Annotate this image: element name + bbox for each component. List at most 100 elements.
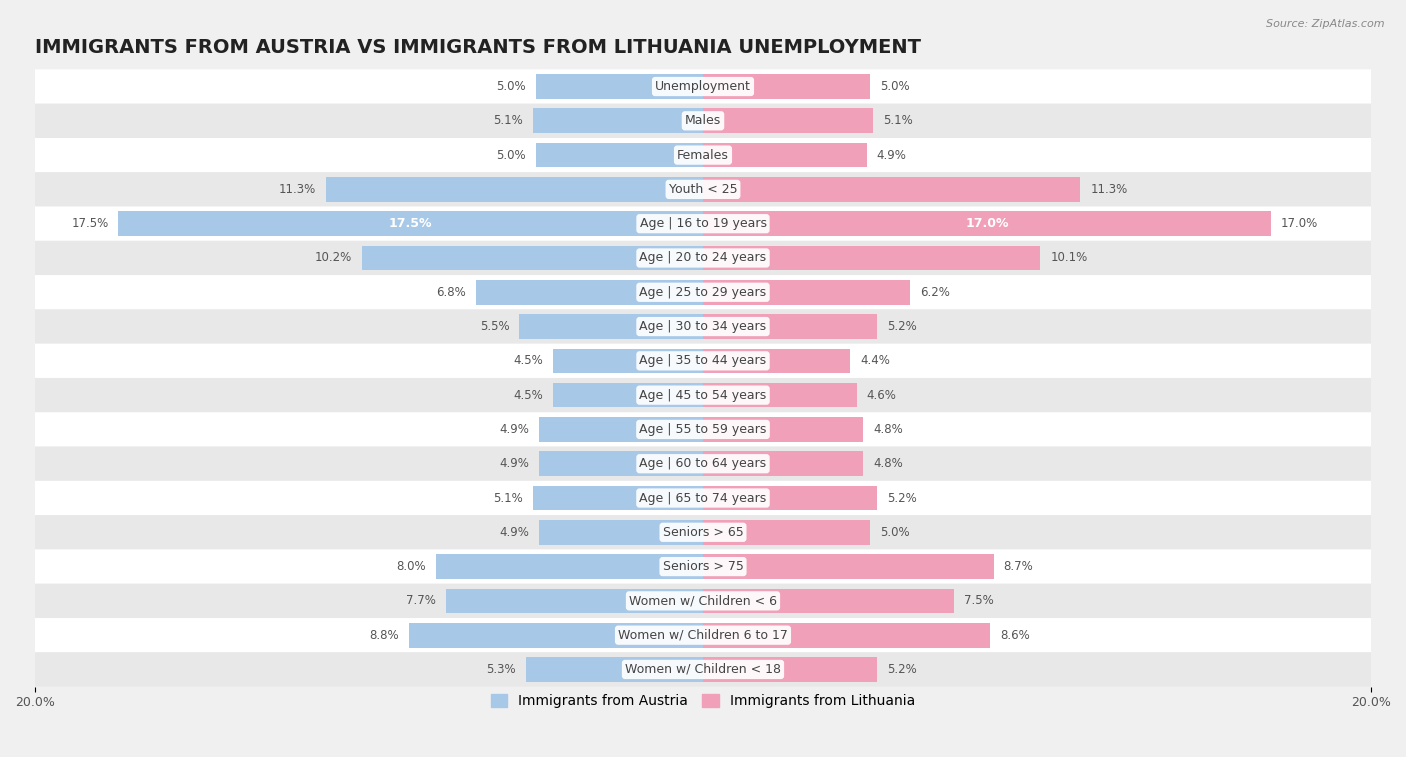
Text: 5.0%: 5.0% xyxy=(496,80,526,93)
FancyBboxPatch shape xyxy=(35,653,1371,687)
Text: 4.6%: 4.6% xyxy=(866,388,897,402)
Text: 8.8%: 8.8% xyxy=(370,628,399,642)
Text: Women w/ Children < 18: Women w/ Children < 18 xyxy=(626,663,780,676)
FancyBboxPatch shape xyxy=(35,138,1371,173)
Text: Males: Males xyxy=(685,114,721,127)
Text: 4.9%: 4.9% xyxy=(499,526,529,539)
Bar xyxy=(703,383,856,407)
Legend: Immigrants from Austria, Immigrants from Lithuania: Immigrants from Austria, Immigrants from… xyxy=(485,689,921,714)
Bar xyxy=(703,520,870,544)
Bar xyxy=(536,74,703,99)
Text: 4.9%: 4.9% xyxy=(499,457,529,470)
Bar xyxy=(703,211,1271,236)
Bar xyxy=(553,383,703,407)
Text: 5.0%: 5.0% xyxy=(880,526,910,539)
FancyBboxPatch shape xyxy=(35,344,1371,378)
FancyBboxPatch shape xyxy=(35,104,1371,138)
Text: 4.8%: 4.8% xyxy=(873,457,903,470)
Bar xyxy=(703,314,877,339)
Text: 7.7%: 7.7% xyxy=(406,594,436,607)
Text: 17.0%: 17.0% xyxy=(1281,217,1317,230)
Bar xyxy=(703,451,863,476)
FancyBboxPatch shape xyxy=(35,207,1371,241)
Bar xyxy=(540,451,703,476)
Text: 17.0%: 17.0% xyxy=(965,217,1008,230)
Text: 5.1%: 5.1% xyxy=(494,491,523,504)
FancyBboxPatch shape xyxy=(35,378,1371,413)
FancyBboxPatch shape xyxy=(35,275,1371,310)
Text: Age | 60 to 64 years: Age | 60 to 64 years xyxy=(640,457,766,470)
Text: Age | 25 to 29 years: Age | 25 to 29 years xyxy=(640,285,766,299)
Text: Women w/ Children < 6: Women w/ Children < 6 xyxy=(628,594,778,607)
Bar xyxy=(703,108,873,133)
Text: 4.8%: 4.8% xyxy=(873,423,903,436)
Bar xyxy=(703,74,870,99)
Text: 6.8%: 6.8% xyxy=(436,285,465,299)
Bar xyxy=(703,554,994,579)
Text: 6.2%: 6.2% xyxy=(920,285,950,299)
Text: 5.0%: 5.0% xyxy=(880,80,910,93)
Bar xyxy=(446,588,703,613)
FancyBboxPatch shape xyxy=(35,584,1371,618)
Text: Females: Females xyxy=(678,148,728,161)
FancyBboxPatch shape xyxy=(35,413,1371,447)
Bar xyxy=(703,657,877,682)
Text: 4.9%: 4.9% xyxy=(499,423,529,436)
Text: 10.1%: 10.1% xyxy=(1050,251,1088,264)
Bar xyxy=(526,657,703,682)
FancyBboxPatch shape xyxy=(35,550,1371,584)
Text: 4.5%: 4.5% xyxy=(513,354,543,367)
Text: 5.1%: 5.1% xyxy=(494,114,523,127)
Text: 8.0%: 8.0% xyxy=(396,560,426,573)
Text: Age | 55 to 59 years: Age | 55 to 59 years xyxy=(640,423,766,436)
Bar xyxy=(536,143,703,167)
Text: Youth < 25: Youth < 25 xyxy=(669,183,737,196)
Text: Age | 65 to 74 years: Age | 65 to 74 years xyxy=(640,491,766,504)
FancyBboxPatch shape xyxy=(35,173,1371,207)
Text: 5.2%: 5.2% xyxy=(887,320,917,333)
FancyBboxPatch shape xyxy=(35,241,1371,275)
Text: Age | 45 to 54 years: Age | 45 to 54 years xyxy=(640,388,766,402)
Bar xyxy=(363,245,703,270)
Text: Age | 30 to 34 years: Age | 30 to 34 years xyxy=(640,320,766,333)
Text: 11.3%: 11.3% xyxy=(278,183,315,196)
Text: 4.9%: 4.9% xyxy=(877,148,907,161)
Text: Age | 16 to 19 years: Age | 16 to 19 years xyxy=(640,217,766,230)
Text: IMMIGRANTS FROM AUSTRIA VS IMMIGRANTS FROM LITHUANIA UNEMPLOYMENT: IMMIGRANTS FROM AUSTRIA VS IMMIGRANTS FR… xyxy=(35,38,921,57)
Bar xyxy=(703,417,863,442)
Text: 5.5%: 5.5% xyxy=(479,320,509,333)
Bar xyxy=(703,280,910,304)
Bar xyxy=(703,177,1080,201)
FancyBboxPatch shape xyxy=(35,516,1371,550)
Bar xyxy=(703,588,953,613)
Bar xyxy=(475,280,703,304)
Bar xyxy=(519,314,703,339)
Text: Source: ZipAtlas.com: Source: ZipAtlas.com xyxy=(1267,19,1385,29)
Text: 4.5%: 4.5% xyxy=(513,388,543,402)
Bar xyxy=(703,348,851,373)
Bar xyxy=(533,108,703,133)
Text: 17.5%: 17.5% xyxy=(389,217,433,230)
Text: Seniors > 65: Seniors > 65 xyxy=(662,526,744,539)
Text: 7.5%: 7.5% xyxy=(963,594,993,607)
Bar xyxy=(409,623,703,647)
Bar xyxy=(703,486,877,510)
Text: 5.1%: 5.1% xyxy=(883,114,912,127)
Text: 4.4%: 4.4% xyxy=(860,354,890,367)
Text: Women w/ Children 6 to 17: Women w/ Children 6 to 17 xyxy=(619,628,787,642)
Text: 5.3%: 5.3% xyxy=(486,663,516,676)
Bar xyxy=(540,417,703,442)
Bar xyxy=(326,177,703,201)
Text: 10.2%: 10.2% xyxy=(315,251,353,264)
Bar xyxy=(533,486,703,510)
FancyBboxPatch shape xyxy=(35,447,1371,481)
Text: 5.2%: 5.2% xyxy=(887,491,917,504)
Bar xyxy=(540,520,703,544)
FancyBboxPatch shape xyxy=(35,618,1371,653)
Text: Seniors > 75: Seniors > 75 xyxy=(662,560,744,573)
FancyBboxPatch shape xyxy=(35,481,1371,516)
Bar xyxy=(436,554,703,579)
Text: 5.2%: 5.2% xyxy=(887,663,917,676)
Text: Unemployment: Unemployment xyxy=(655,80,751,93)
Text: Age | 35 to 44 years: Age | 35 to 44 years xyxy=(640,354,766,367)
